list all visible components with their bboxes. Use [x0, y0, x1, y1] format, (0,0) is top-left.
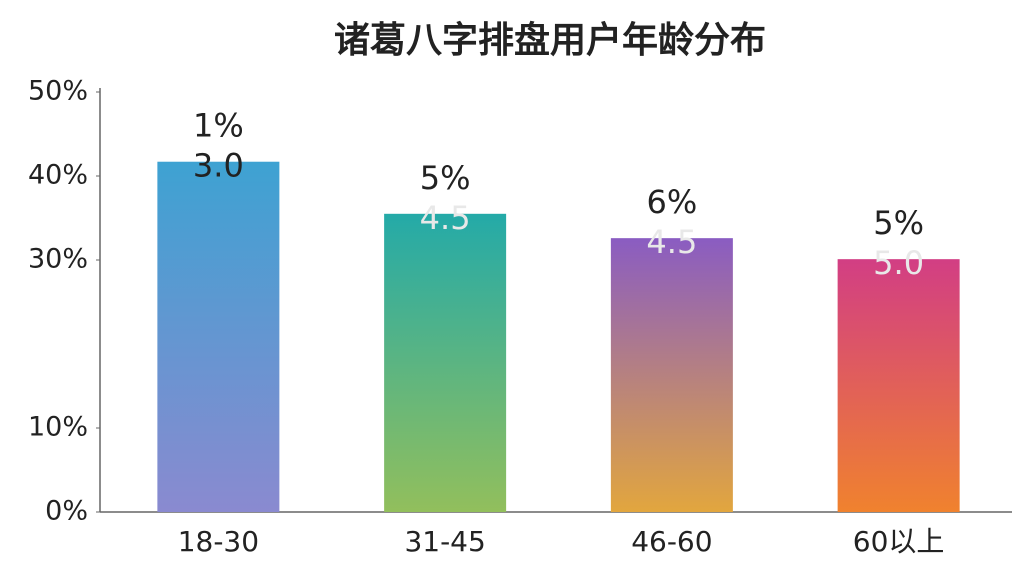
bar-label-top: 1%	[193, 107, 244, 145]
y-tick-label: 10%	[28, 412, 88, 443]
y-tick-label: 50%	[28, 76, 88, 107]
bar-label-bottom: 4.5	[420, 199, 471, 237]
x-tick-label: 18-30	[178, 525, 259, 558]
bar	[157, 161, 280, 512]
y-tick-label: 30%	[28, 244, 88, 275]
bar-label-bottom: 3.0	[193, 147, 244, 185]
bar	[610, 238, 733, 512]
bar-label-top: 5%	[873, 204, 924, 242]
y-tick-label: 40%	[28, 160, 88, 191]
bar	[384, 213, 507, 513]
bar-label-bottom: 5.0	[873, 244, 924, 282]
bar-label-bottom: 4.5	[646, 223, 697, 261]
chart-title: 诸葛八字排盘用户年龄分布	[334, 19, 766, 61]
bar-label-top: 6%	[646, 183, 697, 221]
bar	[837, 259, 960, 512]
x-tick-label: 31-45	[404, 525, 485, 558]
x-tick-label: 46-60	[631, 525, 712, 558]
x-tick-label: 60以上	[853, 525, 945, 558]
y-tick-label: 0%	[45, 496, 88, 527]
bar-label-top: 5%	[420, 159, 471, 197]
